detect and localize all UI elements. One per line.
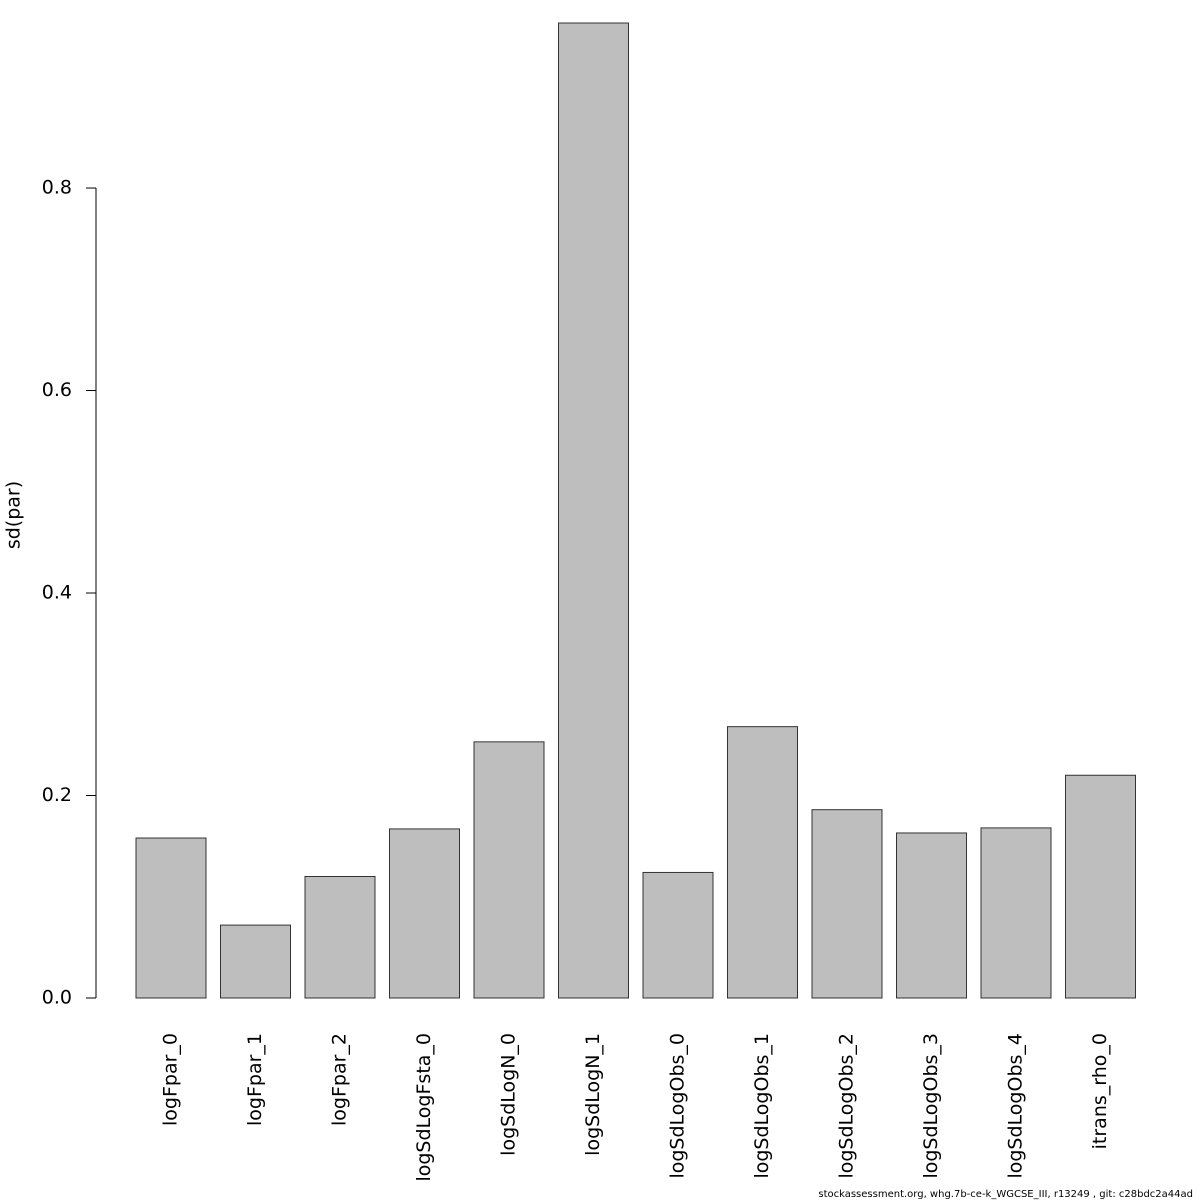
bar: [558, 22, 629, 999]
y-tick-label: 0.6: [42, 379, 72, 401]
x-tick-label: logFpar_1: [244, 1033, 266, 1126]
y-tick-label: 0.8: [42, 177, 72, 199]
bar: [642, 871, 714, 999]
x-tick-label: logSdLogObs_4: [1005, 1033, 1027, 1179]
bar: [1065, 774, 1136, 999]
x-tick-label: logSdLogObs_0: [667, 1033, 689, 1179]
y-tick-label: 0.2: [42, 784, 72, 806]
bar: [980, 827, 1052, 999]
y-tick-label: 0.4: [42, 582, 72, 604]
y-tick-label: 0.0: [42, 987, 72, 1009]
x-tick-label: logSdLogObs_2: [836, 1033, 858, 1179]
x-tick-label: logSdLogFsta_0: [413, 1033, 435, 1182]
bar: [811, 809, 883, 999]
x-tick-label: itrans_rho_0: [1089, 1033, 1111, 1149]
bar: [473, 741, 545, 999]
footer-annotation: stockassessment.org, whg.7b-ce-k_WGCSE_I…: [818, 1189, 1193, 1200]
y-axis-label: sd(par): [3, 481, 25, 549]
bar: [727, 726, 798, 999]
bar: [220, 924, 291, 999]
x-tick-label: logSdLogObs_1: [751, 1033, 773, 1179]
x-tick-label: logFpar_2: [329, 1033, 351, 1126]
bar: [135, 837, 207, 999]
x-tick-label: logFpar_0: [160, 1033, 182, 1126]
x-tick-label: logSdLogObs_3: [920, 1033, 942, 1179]
bar: [389, 828, 460, 999]
bar: [896, 832, 967, 999]
x-tick-label: logSdLogN_0: [498, 1033, 520, 1156]
bar: [304, 876, 376, 999]
x-tick-label: logSdLogN_1: [582, 1033, 604, 1156]
